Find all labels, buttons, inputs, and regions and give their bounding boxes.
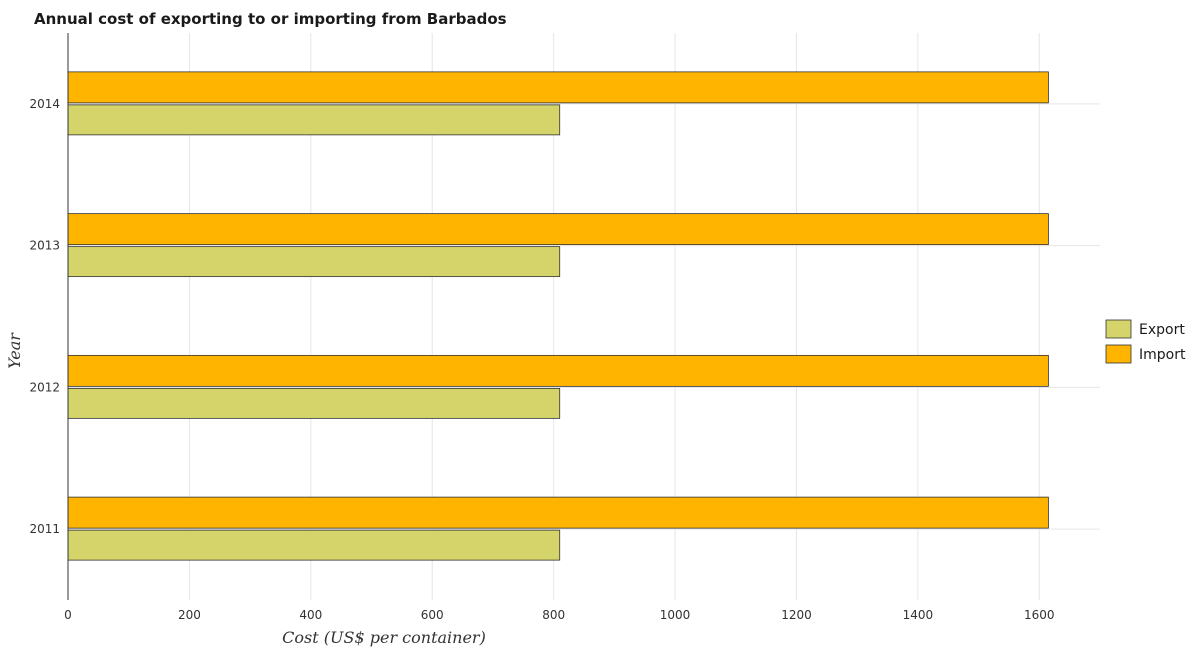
bar-import-2014 — [67, 71, 1049, 104]
bar-export-2012 — [67, 387, 561, 419]
x-tick-label: 600 — [421, 608, 444, 622]
x-tick-label: 1600 — [1024, 608, 1055, 622]
bar-export-2013 — [67, 246, 561, 278]
x-tick-label: 200 — [178, 608, 201, 622]
x-tick-label: 1200 — [781, 608, 812, 622]
legend-swatch-export — [1105, 319, 1132, 339]
bar-import-2013 — [67, 213, 1049, 246]
x-tick-label: 0 — [64, 608, 72, 622]
legend: Export Import — [1105, 319, 1186, 364]
bar-import-2011 — [67, 496, 1049, 529]
y-axis-label: Year — [5, 332, 24, 369]
x-tick-label: 1400 — [903, 608, 934, 622]
y-tick-label: 2012 — [29, 380, 60, 394]
x-tick-label: 1000 — [660, 608, 691, 622]
bar-export-2011 — [67, 529, 561, 561]
x-tick-label: 400 — [299, 608, 322, 622]
y-tick-labels: 2011 2012 2013 2014 — [29, 97, 60, 536]
x-tick-label: 800 — [542, 608, 565, 622]
legend-label-import: Import — [1139, 347, 1186, 363]
chart-title: Annual cost of exporting to or importing… — [34, 10, 507, 28]
y-tick-label: 2011 — [29, 522, 60, 536]
y-tick-label: 2014 — [29, 97, 60, 111]
x-tick-labels: 0 200 400 600 800 1000 1200 1400 1600 — [64, 608, 1054, 622]
y-tick-label: 2013 — [29, 239, 60, 253]
bar-export-2014 — [67, 104, 561, 136]
legend-swatch-import — [1105, 344, 1132, 364]
bars — [67, 71, 1049, 561]
legend-label-export: Export — [1139, 322, 1185, 338]
x-axis-label: Cost (US$ per container) — [282, 628, 486, 647]
bar-import-2012 — [67, 354, 1049, 387]
